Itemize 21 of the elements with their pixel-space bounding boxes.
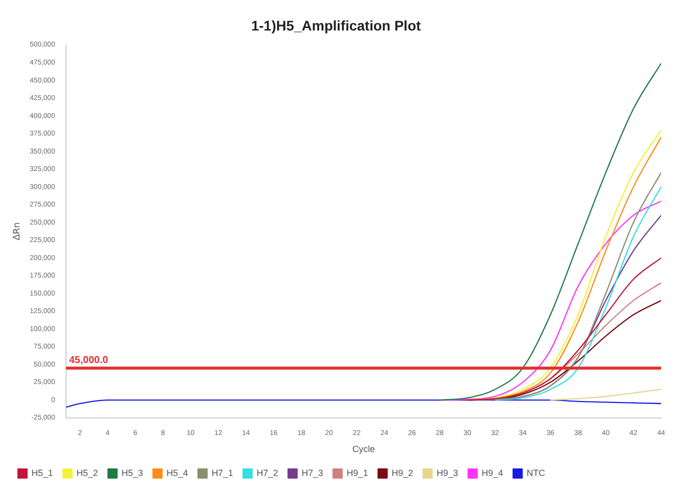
legend-label: H9_2 (392, 468, 414, 478)
line-series (550, 388, 662, 401)
legend-label: H7_2 (256, 468, 278, 478)
legend-label: H7_1 (212, 468, 234, 478)
line-series (466, 257, 662, 401)
legend-label: H5_3 (122, 468, 144, 478)
legend-label: NTC (526, 468, 546, 478)
y-axis-title: ΔRn (12, 222, 23, 240)
line-series (439, 62, 662, 401)
ref-line-label: 45,000.0 (69, 354, 108, 366)
legend-label: H5_4 (166, 468, 188, 478)
legend-label: H5_1 (32, 468, 54, 478)
line-series (66, 399, 662, 408)
legend-label: H7_3 (302, 468, 324, 478)
x-axis-title: Cycle (352, 444, 375, 454)
chart-title: 1-1)H5_Amplification Plot (251, 17, 422, 34)
legend-label: H9_3 (436, 468, 458, 478)
line-series (494, 186, 662, 401)
legend-label: H9_4 (482, 468, 504, 478)
legend-label: H9_1 (346, 468, 368, 478)
legend-label: H5_2 (76, 468, 98, 478)
